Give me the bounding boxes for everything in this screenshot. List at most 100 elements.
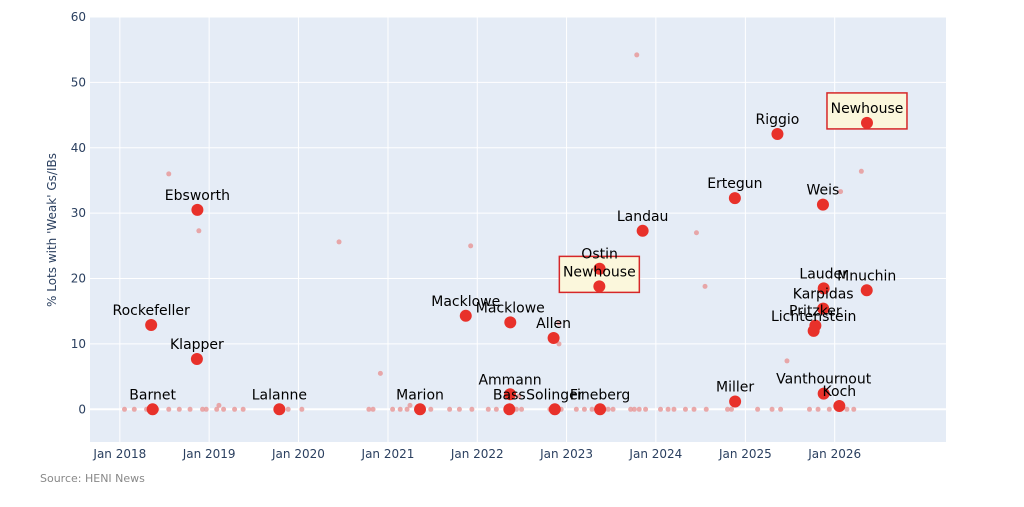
other-sale-point [428,406,434,412]
other-sale-point [390,406,396,412]
x-tick-label: Jan 2018 [92,447,146,461]
plot-background [90,17,946,442]
other-sale-point [778,406,784,412]
point-label: Rockefeller [113,303,191,319]
point-label: Miller [716,379,754,395]
point-label: Fineberg [570,387,630,403]
other-sale-point [447,406,453,412]
x-tick-label: Jan 2024 [628,447,682,461]
point-label: Vanthournout [776,372,872,388]
other-sale-point [200,406,206,412]
other-sale-point [826,406,832,412]
highlighted-sale-point [816,198,829,211]
other-sale-point [456,406,462,412]
other-sale-point [131,406,137,412]
other-sale-point [176,406,182,412]
y-tick-labels: 0 10 20 30 40 50 60 [71,10,86,416]
y-tick-label: 20 [71,272,86,286]
other-sale-point [203,406,209,412]
other-sale-point [682,406,688,412]
other-sale-point [844,406,850,412]
point-label: Mnuchin [837,268,896,284]
highlighted-sale-point [860,284,873,297]
other-sale-point [336,239,342,245]
point-label: Lichtenstein [771,309,856,325]
other-sale-point [556,341,562,347]
other-sale-point [858,168,864,174]
highlighted-sale-point [504,316,517,329]
point-label: Macklowe [476,300,545,316]
x-tick-label: Jan 2023 [539,447,593,461]
other-sale-point [370,406,376,412]
other-sale-point [196,228,202,234]
other-sale-point [285,406,291,412]
highlighted-sale-point [833,400,846,413]
point-label: Solinger [526,387,584,403]
highlighted-sale-point [146,403,159,416]
other-sale-point [516,393,522,399]
other-sale-point [519,406,525,412]
point-label: Landau [617,209,669,225]
other-sale-point [216,402,222,408]
other-sale-point [605,406,611,412]
other-sale-point [493,406,499,412]
other-sale-point [838,189,844,195]
other-sale-point [187,406,193,412]
other-sale-point [658,406,664,412]
other-sale-point [581,406,587,412]
point-label: Klapper [170,337,224,353]
highlighted-sale-point [807,324,820,337]
highlighted-sale-point [817,302,830,315]
grid-layer [90,16,946,442]
other-sale-point [628,406,634,412]
other-sale-point [691,406,697,412]
other-sale-point [755,406,761,412]
other-sale-point [485,406,491,412]
point-label: Lauder [799,266,848,282]
other-sale-point [469,406,475,412]
highlighted-sale-point [636,224,649,237]
highlighted-sales-layer [145,116,873,416]
other-sale-point [851,406,857,412]
other-sale-point [671,406,677,412]
highlighted-sale-point [547,332,560,345]
point-label: Newhouse [563,264,636,280]
highlighted-sale-point [548,403,561,416]
highlighted-sale-point [817,282,830,295]
other-sale-point [610,406,616,412]
y-tick-label: 0 [78,402,86,416]
point-label: Riggio [756,112,800,128]
other-sale-point [166,171,172,177]
point-label-layer: Rockefeller Barnet Ebsworth Klapper Lalanne M… [113,101,904,403]
point-label: Macklowe [431,294,500,310]
other-sale-point [407,402,413,408]
other-sale-point [769,406,775,412]
other-sale-point [634,52,640,58]
other-sale-point [397,406,403,412]
other-sale-point [468,243,474,249]
x-tick-label: Jan 2021 [361,447,415,461]
other-sale-point [573,406,579,412]
point-label: Weis [807,183,840,199]
other-sale-point [232,406,238,412]
point-label: Newhouse [831,101,904,117]
highlighted-sale-point [728,192,741,205]
other-sale-point [636,406,642,412]
other-sale-point [703,406,709,412]
other-sale-point [693,230,699,236]
y-tick-label: 30 [71,206,86,220]
other-sale-point [806,406,812,412]
y-tick-label: 60 [71,10,86,24]
highlighted-sale-point [817,387,830,400]
x-tick-label: Jan 2020 [271,447,325,461]
point-label: Ertegun [707,176,762,192]
other-sale-point [166,406,172,412]
highlighted-sale-point [191,203,204,216]
point-label: Karpidas [793,287,854,303]
other-sale-point [665,406,671,412]
other-sale-point [214,406,220,412]
point-label: Bass [493,387,526,403]
point-label: Koch [823,384,857,400]
highlighted-sale-point [190,352,203,365]
point-label: Ostin [581,247,618,263]
